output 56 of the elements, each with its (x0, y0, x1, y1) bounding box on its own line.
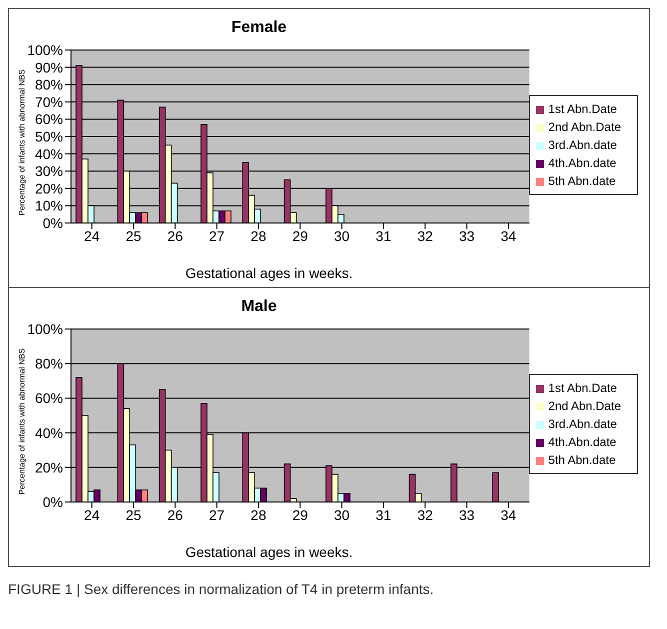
y-tick-label: 30% (34, 163, 63, 180)
y-axis-title: Percentage of infants with abnormal NBS (18, 68, 26, 216)
y-tick-label: 20% (34, 459, 63, 476)
y-tick-label: 90% (34, 59, 63, 76)
y-tick-label: 20% (34, 180, 63, 196)
legend-label: 2nd Abn.Date (548, 120, 621, 134)
y-axis-title: Percentage of infants with abnormal NBS (18, 348, 26, 494)
legend-label: 4th.Abn.date (548, 435, 616, 449)
y-tick-label: 60% (34, 390, 63, 406)
x-tick-label: 29 (292, 506, 308, 523)
y-tick-label: 70% (34, 94, 63, 110)
x-axis-title: Gestational ages in weeks. (184, 265, 354, 281)
x-tick-label: 33 (458, 228, 475, 244)
y-tick-label: 100% (27, 42, 63, 58)
legend-label: 3rd.Abn.date (548, 417, 617, 431)
y-tick-label: 80% (34, 76, 63, 93)
x-tick-label: 24 (84, 228, 100, 244)
chart-title: Female (230, 19, 288, 37)
y-tick-label: 0% (42, 494, 63, 510)
legend-label: 4th.Abn.date (548, 156, 616, 170)
x-tick-label: 31 (376, 506, 392, 523)
x-tick-label: 28 (250, 228, 266, 244)
x-tick-label: 34 (500, 228, 516, 244)
x-tick-label: 30 (334, 506, 350, 523)
y-tick-label: 80% (34, 356, 63, 372)
x-tick-label: 28 (250, 506, 266, 523)
x-tick-label: 32 (417, 506, 434, 523)
caption: FIGURE 1 | Sex differences in normalization of T4 in preterm infants. (8, 581, 435, 597)
x-tick-label: 26 (167, 506, 184, 523)
x-tick-label: 27 (209, 506, 225, 523)
x-tick-label: 34 (500, 506, 516, 523)
y-tick-label: 0% (42, 214, 63, 231)
x-tick-label: 25 (126, 506, 142, 523)
x-tick-label: 27 (209, 228, 225, 244)
x-tick-label: 32 (417, 228, 434, 244)
legend-label: 5th Abn.date (548, 174, 616, 188)
y-tick-label: 40% (34, 424, 63, 441)
legend-label: 5th Abn.date (548, 453, 616, 467)
x-tick-label: 24 (84, 506, 100, 523)
y-tick-label: 50% (34, 128, 63, 144)
legend-label: 1st Abn.Date (548, 381, 617, 395)
chart-title: Male (240, 298, 278, 316)
x-tick-label: 29 (292, 228, 308, 244)
x-tick-label: 30 (334, 228, 350, 244)
x-tick-label: 31 (376, 228, 392, 244)
x-axis-title: Gestational ages in weeks. (184, 544, 354, 560)
y-tick-label: 60% (34, 111, 63, 128)
y-tick-label: 10% (34, 198, 63, 214)
legend-label: 2nd Abn.Date (548, 399, 621, 413)
legend-label: 3rd.Abn.date (548, 138, 617, 152)
y-tick-label: 100% (27, 320, 63, 337)
legend-label: 1st Abn.Date (548, 102, 617, 116)
x-tick-label: 26 (167, 228, 184, 244)
x-tick-label: 33 (458, 506, 475, 523)
y-tick-label: 40% (34, 146, 63, 162)
x-tick-label: 25 (126, 228, 142, 244)
